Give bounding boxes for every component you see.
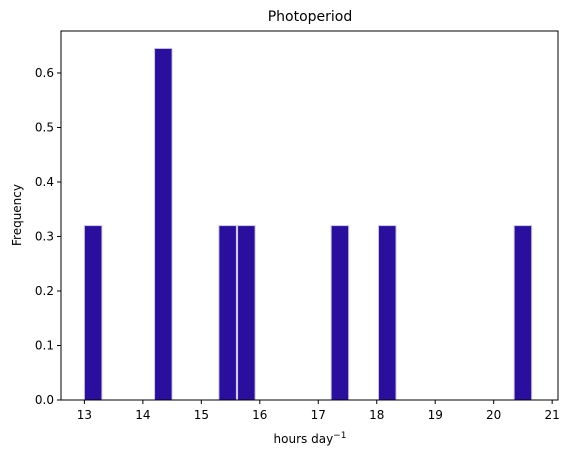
x-tick-label-18: 18 xyxy=(369,408,384,422)
x-tick-label-21: 21 xyxy=(545,408,560,422)
x-tick-label-17: 17 xyxy=(311,408,326,422)
histogram-bar-4 xyxy=(237,225,256,401)
histogram-bar-2 xyxy=(154,47,173,401)
x-axis-label-main: hours day xyxy=(274,432,334,446)
x-axis-ticks: 13 14 15 16 17 18 19 20 21 xyxy=(77,400,560,422)
y-tick-label-1: 0.1 xyxy=(35,338,54,352)
y-tick-label-3: 0.3 xyxy=(35,229,54,243)
bars-group xyxy=(83,47,533,401)
x-tick-label-14: 14 xyxy=(135,408,150,422)
histogram-bar-6 xyxy=(377,225,397,401)
plot-frame xyxy=(60,30,559,401)
y-tick-label-2: 0.2 xyxy=(35,284,54,298)
x-tick-label-13: 13 xyxy=(77,408,92,422)
chart-title: Photoperiod xyxy=(268,9,353,25)
x-axis-label-superscript: −1 xyxy=(333,431,346,441)
y-axis-ticks: 0.0 0.1 0.2 0.3 0.4 0.5 0.6 xyxy=(35,66,61,407)
x-axis-label: hours day−1 xyxy=(274,431,347,446)
histogram-bar-1 xyxy=(83,225,103,401)
histogram-bar-5 xyxy=(330,225,350,401)
y-tick-label-0: 0.0 xyxy=(35,393,54,407)
histogram-bar-3 xyxy=(218,225,237,401)
y-axis-label: Frequency xyxy=(10,184,24,246)
x-tick-label-19: 19 xyxy=(428,408,443,422)
x-tick-label-20: 20 xyxy=(486,408,501,422)
y-tick-label-4: 0.4 xyxy=(35,175,54,189)
x-tick-label-16: 16 xyxy=(252,408,267,422)
histogram-bar-7 xyxy=(513,225,533,401)
y-tick-label-5: 0.5 xyxy=(35,120,54,134)
y-tick-label-6: 0.6 xyxy=(35,66,54,80)
x-tick-label-15: 15 xyxy=(194,408,209,422)
